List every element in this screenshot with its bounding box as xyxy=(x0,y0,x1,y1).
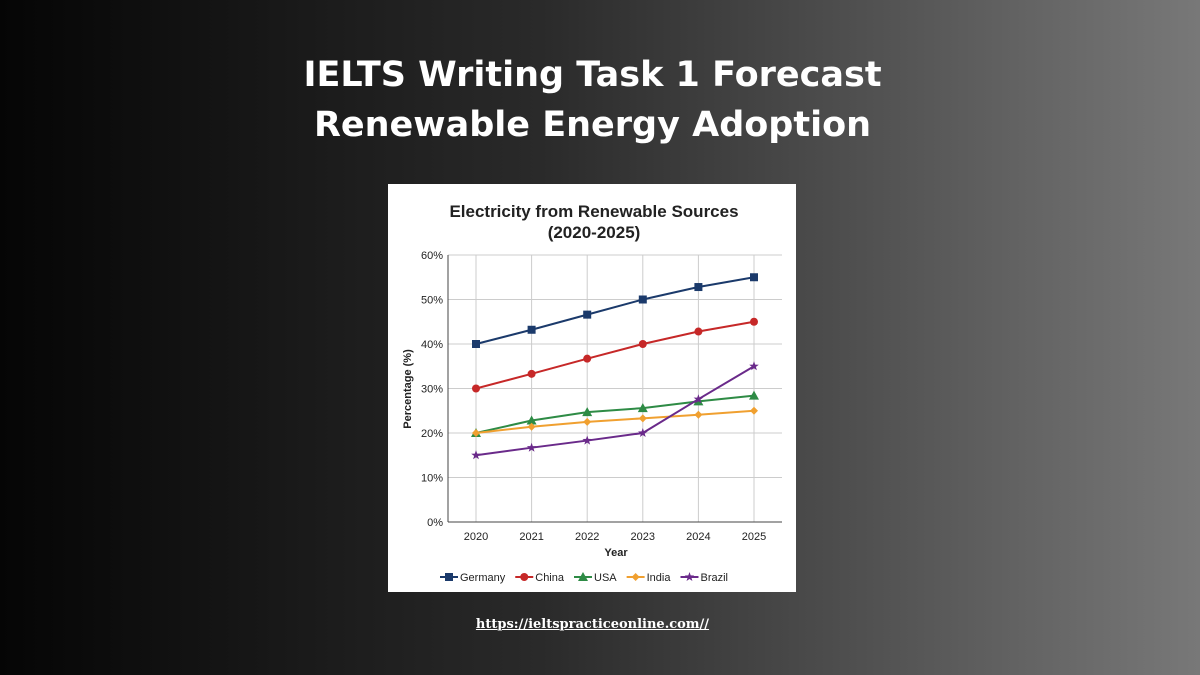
legend-marker-germany xyxy=(445,573,453,581)
chart-subtitle: (2020-2025) xyxy=(548,223,641,242)
data-point-india xyxy=(527,422,536,431)
data-point-germany xyxy=(750,273,758,282)
x-axis-label: Year xyxy=(604,547,628,559)
y-tick-label: 60% xyxy=(421,250,443,262)
series-line-china xyxy=(475,320,755,390)
title-line-2: Renewable Energy Adoption xyxy=(313,105,872,145)
data-point-china xyxy=(527,369,536,378)
x-tick-label: 2022 xyxy=(575,531,599,543)
data-point-germany xyxy=(472,340,480,348)
series-line-usa xyxy=(475,394,755,434)
legend-marker-usa xyxy=(578,572,588,581)
data-point-india xyxy=(750,406,758,415)
title-line-1: IELTS Writing Task 1 Forecast xyxy=(303,55,882,95)
chart-title: Electricity from Renewable Sources xyxy=(449,202,738,221)
series-line-india xyxy=(475,409,755,434)
data-point-china xyxy=(750,317,758,326)
series-line-brazil xyxy=(475,365,755,457)
legend-marker-china xyxy=(520,573,529,581)
y-axis-label: Percentage (%) xyxy=(402,349,414,429)
legend-label-usa: USA xyxy=(594,572,617,584)
x-tick-label: 2020 xyxy=(464,531,488,543)
x-tick-label: 2021 xyxy=(519,531,543,543)
data-point-china xyxy=(472,384,480,393)
data-point-brazil xyxy=(749,361,759,371)
data-point-brazil xyxy=(693,394,704,404)
legend-label-brazil: Brazil xyxy=(700,572,728,584)
data-point-china xyxy=(583,354,592,363)
data-point-usa xyxy=(526,415,537,425)
y-tick-label: 50% xyxy=(421,295,443,307)
data-point-brazil xyxy=(471,450,481,460)
x-tick-label: 2023 xyxy=(631,531,655,543)
data-point-china xyxy=(694,327,703,336)
data-point-china xyxy=(638,340,647,348)
legend-label-india: India xyxy=(647,572,672,584)
y-tick-label: 20% xyxy=(421,428,443,440)
data-point-usa xyxy=(582,407,593,417)
data-point-brazil xyxy=(526,442,537,452)
legend-marker-brazil xyxy=(684,572,695,581)
line-chart: Electricity from Renewable Sources (2020… xyxy=(402,202,782,584)
data-point-india xyxy=(694,410,703,419)
legend-label-china: China xyxy=(535,572,565,584)
y-tick-label: 0% xyxy=(427,517,443,529)
data-point-usa xyxy=(637,403,648,413)
y-tick-label: 10% xyxy=(421,473,443,485)
data-point-usa xyxy=(749,390,759,400)
data-point-brazil xyxy=(582,435,592,445)
legend-label-germany: Germany xyxy=(460,572,506,584)
data-point-germany xyxy=(638,295,647,304)
data-point-india xyxy=(583,417,592,426)
data-point-brazil xyxy=(638,428,648,437)
x-tick-label: 2024 xyxy=(686,531,710,543)
data-point-germany xyxy=(527,325,536,334)
website-link[interactable]: https://ieltspracticeonline.com// xyxy=(475,617,710,632)
y-tick-label: 30% xyxy=(421,384,443,396)
data-point-india xyxy=(638,414,647,423)
series-line-germany xyxy=(475,276,755,345)
data-point-india xyxy=(472,429,480,437)
x-tick-label: 2025 xyxy=(742,531,766,543)
data-point-germany xyxy=(694,283,703,292)
y-tick-label: 40% xyxy=(421,339,443,351)
legend-marker-india xyxy=(631,573,640,581)
data-point-germany xyxy=(583,310,592,319)
page-title: IELTS Writing Task 1 Forecast Renewable … xyxy=(0,50,1185,150)
chart-card: Electricity from Renewable Sources (2020… xyxy=(388,184,796,592)
